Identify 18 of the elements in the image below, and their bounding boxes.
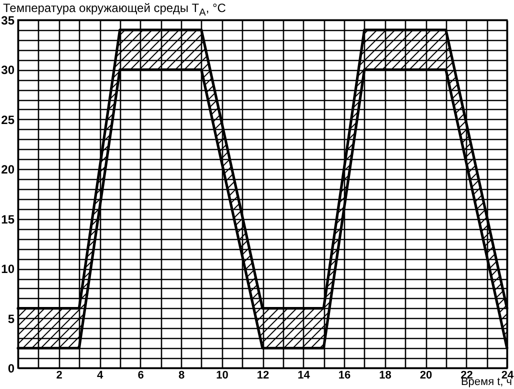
x-tick-label: 10 [216, 370, 228, 382]
x-tick-label: 12 [256, 370, 270, 382]
x-tick-label: 20 [420, 370, 432, 382]
x-tick-label: 16 [338, 370, 351, 382]
x-tick-label: 6 [138, 370, 144, 382]
y-tick-label: 15 [1, 212, 15, 226]
y-tick-label: 25 [1, 112, 15, 127]
x-tick-label: 18 [379, 370, 392, 382]
y-tick-label: 30 [1, 63, 15, 78]
x-tick-label: 4 [96, 370, 104, 382]
y-tick-label: 5 [8, 312, 15, 326]
y-tick-label: 35 [1, 14, 15, 28]
y-tick-label: 10 [1, 262, 15, 276]
y-tick-label: 0 [8, 362, 15, 376]
x-tick-label: 14 [298, 370, 311, 382]
x-tick-label: 2 [56, 370, 62, 382]
y-tick-label: 20 [1, 162, 15, 177]
x-tick-label: 8 [178, 370, 185, 382]
